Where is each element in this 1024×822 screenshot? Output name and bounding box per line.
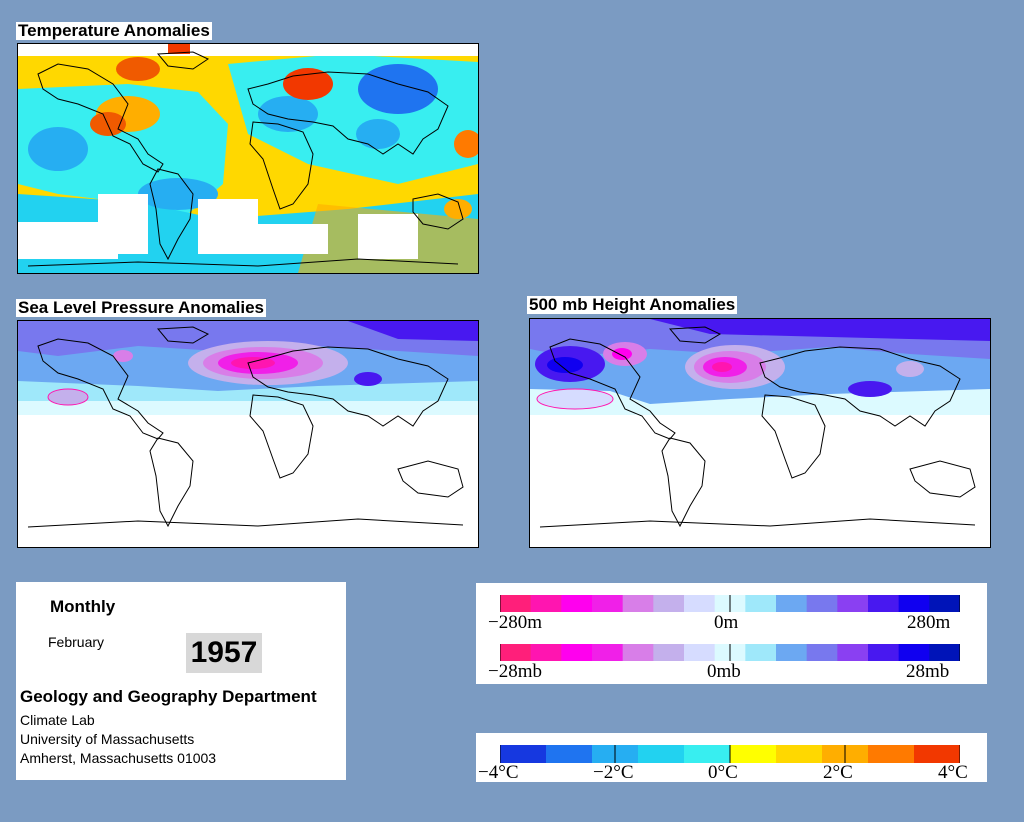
temperature-scale-swatch bbox=[684, 745, 731, 763]
height-color-scale bbox=[500, 595, 960, 612]
pressure-scale-swatch bbox=[530, 644, 562, 661]
height-scale-swatch bbox=[530, 595, 562, 612]
pressure-scale-swatch bbox=[592, 644, 624, 661]
temperature-legend-tick-label: 2°C bbox=[823, 762, 853, 783]
pressure-scale-swatch bbox=[929, 644, 960, 661]
height-scale-swatch bbox=[745, 595, 777, 612]
pressure-scale-swatch bbox=[898, 644, 930, 661]
temperature-legend-tick-label: 0°C bbox=[708, 762, 738, 783]
pressure-legend-min: −28mb bbox=[488, 661, 542, 682]
temperature-map-title: Temperature Anomalies bbox=[16, 21, 212, 40]
department-label: Geology and Geography Department bbox=[20, 687, 317, 706]
temperature-color-scale bbox=[500, 745, 960, 763]
height-scale-swatch bbox=[684, 595, 716, 612]
temperature-legend-tick-label: −4°C bbox=[478, 762, 519, 783]
pressure-scale-swatch bbox=[622, 644, 654, 661]
temperature-scale-swatch bbox=[500, 745, 547, 763]
slp-map-title: Sea Level Pressure Anomalies bbox=[16, 298, 267, 317]
height-map-title: 500 mb Height Anomalies bbox=[527, 295, 738, 314]
year-label: 1957 bbox=[186, 633, 262, 673]
temperature-legend: −4°C −2°C 0°C 2°C 4°C bbox=[476, 733, 987, 783]
pressure-scale-swatch bbox=[868, 644, 900, 661]
height-scale-swatch bbox=[929, 595, 960, 612]
height-pressure-legend: −280m 0m 280m −28mb 0mb 28mb bbox=[476, 583, 987, 684]
temperature-scale-swatch bbox=[638, 745, 685, 763]
height-scale-swatch bbox=[561, 595, 593, 612]
sea-level-pressure-map bbox=[17, 320, 479, 548]
temperature-legend-tick-label: 4°C bbox=[938, 762, 968, 783]
pressure-color-scale bbox=[500, 644, 960, 661]
pressure-scale-swatch bbox=[776, 644, 808, 661]
temperature-anomaly-map bbox=[17, 43, 479, 274]
height-anomaly-map bbox=[529, 318, 991, 548]
pressure-scale-swatch bbox=[837, 644, 869, 661]
pressure-scale-swatch bbox=[745, 644, 777, 661]
pressure-scale-swatch bbox=[561, 644, 593, 661]
university-label: University of Massachusetts bbox=[20, 731, 195, 747]
month-label: February bbox=[48, 634, 105, 650]
height-legend-min: −280m bbox=[488, 612, 542, 633]
temperature-scale-swatch bbox=[730, 745, 777, 763]
height-scale-swatch bbox=[592, 595, 624, 612]
height-scale-swatch bbox=[898, 595, 930, 612]
info-panel: Monthly February 1957 Geology and Geogra… bbox=[16, 582, 346, 780]
height-legend-max: 280m bbox=[907, 612, 951, 633]
pressure-scale-swatch bbox=[653, 644, 685, 661]
pressure-legend-center: 0mb bbox=[707, 661, 741, 682]
height-scale-swatch bbox=[776, 595, 808, 612]
pressure-scale-swatch bbox=[684, 644, 716, 661]
period-label: Monthly bbox=[50, 597, 116, 616]
height-legend-center: 0m bbox=[714, 612, 739, 633]
height-scale-swatch bbox=[837, 595, 869, 612]
address-label: Amherst, Massachusetts 01003 bbox=[20, 750, 217, 766]
temperature-legend-tick-label: −2°C bbox=[593, 762, 634, 783]
lab-label: Climate Lab bbox=[20, 712, 95, 728]
height-scale-swatch bbox=[500, 595, 532, 612]
temperature-scale-swatch bbox=[914, 745, 960, 763]
pressure-legend-max: 28mb bbox=[906, 661, 950, 682]
height-scale-swatch bbox=[622, 595, 654, 612]
pressure-scale-swatch bbox=[806, 644, 838, 661]
pressure-scale-swatch bbox=[500, 644, 532, 661]
height-scale-swatch bbox=[806, 595, 838, 612]
temperature-scale-swatch bbox=[776, 745, 823, 763]
height-scale-swatch bbox=[653, 595, 685, 612]
height-scale-swatch bbox=[868, 595, 900, 612]
temperature-scale-swatch bbox=[868, 745, 915, 763]
temperature-scale-swatch bbox=[546, 745, 593, 763]
